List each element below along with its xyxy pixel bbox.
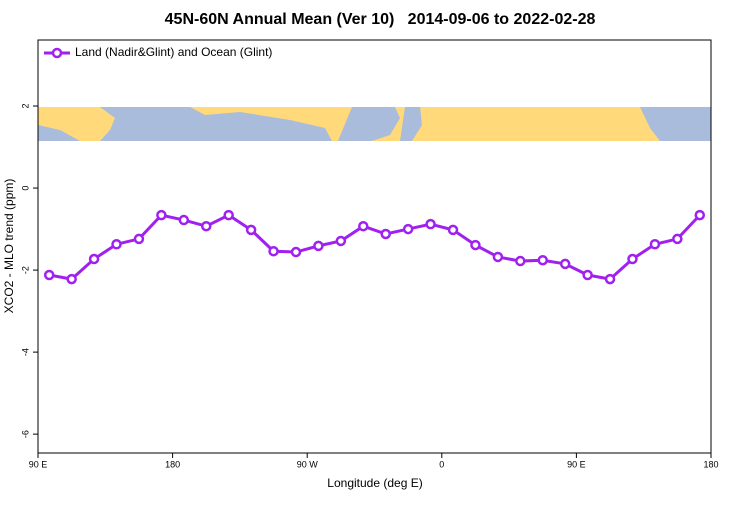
point — [313, 240, 324, 252]
point — [358, 220, 369, 232]
point — [515, 255, 526, 267]
y-tick-label: 2 — [20, 104, 30, 109]
point — [492, 251, 504, 263]
point — [470, 239, 481, 251]
legend-label: Land (Nadir&Glint) and Ocean (Glint) — [75, 45, 272, 59]
point — [43, 269, 55, 281]
x-tick-label: 90 E — [567, 459, 586, 469]
point — [156, 209, 167, 221]
point — [290, 246, 302, 258]
point — [604, 273, 616, 285]
point — [223, 209, 234, 221]
x-tick-label: 90 W — [297, 459, 319, 469]
point — [133, 233, 145, 245]
point — [559, 258, 571, 270]
point — [178, 214, 190, 226]
y-tick-label: 0 — [20, 186, 30, 191]
point — [335, 235, 347, 247]
point — [111, 238, 122, 250]
x-tick-label: 90 E — [29, 459, 48, 469]
map-band — [38, 107, 711, 141]
y-tick-label: -4 — [20, 348, 30, 356]
x-tick-label: 180 — [703, 459, 718, 469]
point — [627, 253, 638, 265]
chart-title: 45N-60N Annual Mean (Ver 10) 2014-09-06 … — [165, 11, 596, 28]
point — [447, 224, 459, 236]
y-tick-label: -6 — [20, 430, 30, 438]
point — [66, 273, 77, 285]
point — [649, 238, 661, 250]
x-tick-label: 180 — [165, 459, 180, 469]
point — [582, 269, 593, 281]
point — [268, 245, 279, 257]
point — [694, 209, 706, 221]
point — [380, 228, 391, 240]
point — [537, 254, 548, 266]
point — [245, 224, 257, 236]
point — [402, 223, 414, 235]
series-line — [48, 213, 701, 281]
point — [88, 253, 100, 265]
point — [201, 220, 212, 232]
x-axis-label: Longitude (deg E) — [327, 476, 422, 490]
plot-frame — [37, 39, 712, 454]
legend-marker — [51, 47, 63, 59]
point — [672, 233, 683, 245]
point — [425, 218, 436, 230]
y-tick-label: -2 — [20, 266, 30, 274]
y-axis-label: XCO2 - MLO trend (ppm) — [2, 179, 16, 314]
x-tick-label: 0 — [439, 459, 444, 469]
